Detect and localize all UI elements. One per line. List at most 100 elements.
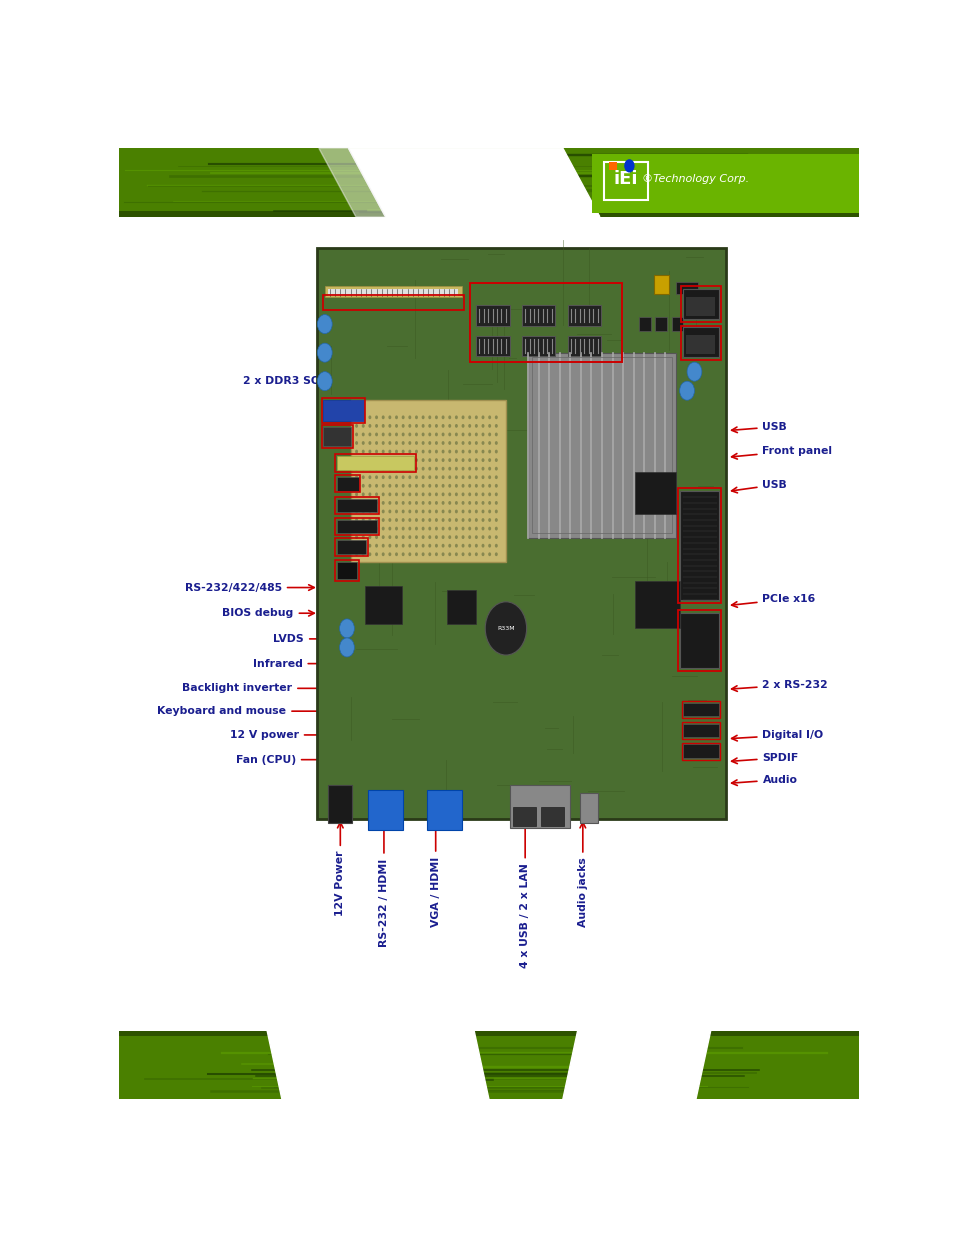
Circle shape [468, 501, 471, 505]
Circle shape [355, 484, 357, 488]
Circle shape [488, 432, 491, 436]
Circle shape [381, 535, 384, 538]
Bar [335, 559, 358, 580]
Circle shape [381, 493, 384, 496]
Bar [609, 162, 617, 169]
Circle shape [388, 519, 391, 522]
Text: (system): (system) [641, 254, 652, 362]
Text: 6 x SATA: 6 x SATA [474, 256, 484, 362]
Circle shape [401, 510, 404, 514]
Circle shape [381, 475, 384, 479]
Bar [679, 614, 719, 668]
Circle shape [455, 526, 457, 531]
Circle shape [401, 424, 404, 427]
Circle shape [475, 424, 477, 427]
Circle shape [481, 450, 484, 453]
Circle shape [435, 475, 437, 479]
Bar [336, 562, 357, 579]
Bar [335, 538, 367, 556]
Bar [682, 703, 719, 716]
Circle shape [461, 501, 464, 505]
Circle shape [408, 484, 411, 488]
Bar [119, 148, 858, 216]
Circle shape [401, 501, 404, 505]
Circle shape [468, 526, 471, 531]
Circle shape [455, 415, 457, 419]
Circle shape [421, 519, 424, 522]
Circle shape [475, 450, 477, 453]
Text: 4 x USB / 2 x LAN: 4 x USB / 2 x LAN [519, 823, 530, 968]
Circle shape [408, 415, 411, 419]
Circle shape [368, 467, 371, 471]
Bar [653, 274, 668, 294]
Bar [567, 305, 600, 326]
Circle shape [375, 458, 377, 462]
Bar [323, 427, 351, 446]
Circle shape [428, 519, 431, 522]
Circle shape [388, 432, 391, 436]
Circle shape [375, 552, 377, 556]
Circle shape [415, 432, 417, 436]
Circle shape [481, 501, 484, 505]
Polygon shape [348, 148, 599, 216]
Circle shape [381, 501, 384, 505]
Circle shape [388, 535, 391, 538]
Circle shape [408, 552, 411, 556]
Circle shape [679, 382, 694, 400]
Circle shape [488, 543, 491, 547]
Bar [470, 283, 621, 362]
Circle shape [475, 543, 477, 547]
Bar [317, 248, 725, 819]
Circle shape [448, 493, 451, 496]
Circle shape [495, 475, 497, 479]
Bar [635, 472, 676, 514]
Circle shape [395, 475, 397, 479]
Circle shape [488, 424, 491, 427]
Bar [336, 499, 376, 513]
Circle shape [441, 535, 444, 538]
Circle shape [368, 526, 371, 531]
Circle shape [441, 526, 444, 531]
Circle shape [355, 552, 357, 556]
Circle shape [361, 441, 364, 445]
Circle shape [361, 526, 364, 531]
Circle shape [481, 543, 484, 547]
Circle shape [421, 526, 424, 531]
Circle shape [455, 424, 457, 427]
Circle shape [355, 493, 357, 496]
Circle shape [455, 519, 457, 522]
Circle shape [368, 535, 371, 538]
Bar [540, 808, 564, 826]
Text: PCIe x16: PCIe x16 [731, 594, 815, 608]
Polygon shape [318, 148, 385, 216]
Circle shape [368, 441, 371, 445]
Circle shape [481, 526, 484, 531]
Circle shape [481, 484, 484, 488]
Circle shape [339, 619, 354, 638]
Circle shape [401, 450, 404, 453]
Circle shape [375, 441, 377, 445]
Circle shape [421, 415, 424, 419]
Circle shape [481, 441, 484, 445]
Circle shape [435, 552, 437, 556]
Circle shape [468, 552, 471, 556]
Circle shape [488, 458, 491, 462]
Circle shape [455, 450, 457, 453]
Circle shape [448, 535, 451, 538]
Bar [324, 287, 461, 298]
Circle shape [388, 424, 391, 427]
Bar [476, 336, 509, 357]
Text: Digital I/O: Digital I/O [731, 730, 822, 741]
Circle shape [381, 432, 384, 436]
Circle shape [415, 526, 417, 531]
Bar [635, 580, 679, 629]
Text: R33M: R33M [497, 626, 515, 631]
Circle shape [475, 467, 477, 471]
Circle shape [415, 510, 417, 514]
Polygon shape [267, 1031, 488, 1099]
Circle shape [375, 424, 377, 427]
Circle shape [421, 424, 424, 427]
Circle shape [475, 535, 477, 538]
Circle shape [395, 535, 397, 538]
Circle shape [461, 424, 464, 427]
